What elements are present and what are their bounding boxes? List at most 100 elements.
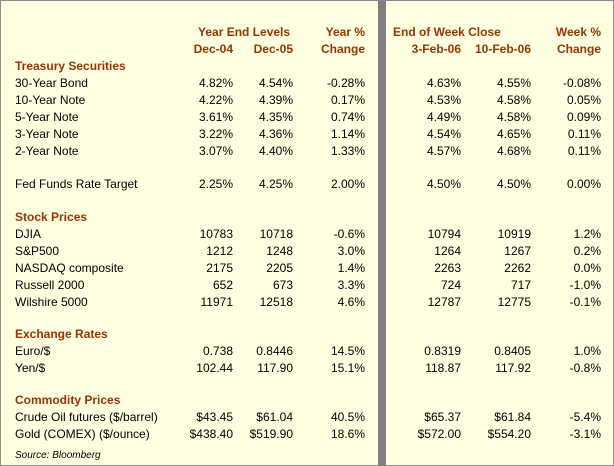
cell-feb03: 118.87 — [425, 361, 461, 375]
cell-week-change: 1.2% — [573, 227, 601, 241]
cell-week-change: -1.0% — [569, 278, 601, 292]
cell-week-change: -5.4% — [569, 410, 601, 424]
cell-feb10: 2262 — [504, 261, 531, 275]
cell-feb10: 4.55% — [496, 76, 531, 90]
cell-year-change: 14.5% — [330, 344, 365, 358]
cell-dec05: 4.40% — [258, 144, 293, 158]
row-label: 2-Year Note — [15, 144, 79, 158]
cell-dec05: 4.39% — [258, 93, 293, 107]
cell-year-change: 1.14% — [330, 127, 365, 141]
cell-year-change: 0.17% — [330, 93, 365, 107]
cell-feb03: $572.00 — [417, 427, 461, 441]
cell-dec04: 2.25% — [198, 177, 233, 191]
cell-feb03: 2263 — [434, 261, 461, 275]
cell-year-change: 0.74% — [330, 110, 365, 124]
cell-dec05: 10718 — [259, 227, 293, 241]
cell-year-change: -0.6% — [333, 227, 365, 241]
cell-year-change: 4.6% — [337, 295, 365, 309]
row-label: 30-Year Bond — [15, 76, 88, 90]
cell-dec05: 4.36% — [258, 127, 293, 141]
source-note: Source: Bloomberg — [15, 450, 101, 461]
row-label: Gold (COMEX) ($/ounce) — [15, 427, 150, 441]
cell-feb03: 1264 — [434, 244, 461, 258]
cell-feb03: 4.50% — [426, 177, 461, 191]
row-label: 10-Year Note — [15, 93, 86, 107]
cell-feb10: 1267 — [504, 244, 531, 258]
row-label: Yen/$ — [15, 361, 46, 375]
cell-feb03: 4.63% — [426, 76, 461, 90]
cell-feb03: $65.37 — [424, 410, 461, 424]
cell-feb10: 4.50% — [496, 177, 531, 191]
cell-feb03: 12787 — [427, 295, 461, 309]
header-feb10: 10-Feb-06 — [474, 42, 531, 56]
row-label: Russell 2000 — [15, 278, 85, 292]
cell-dec04: 1212 — [206, 244, 233, 258]
cell-week-change: 0.2% — [573, 244, 601, 258]
cell-week-change: -0.1% — [569, 295, 601, 309]
cell-dec04: $43.45 — [196, 410, 233, 424]
cell-dec05: 0.8446 — [256, 344, 293, 358]
cell-year-change: 2.00% — [330, 177, 365, 191]
section-title-exchange-rates: Exchange Rates — [15, 327, 108, 341]
cell-dec05: 4.54% — [258, 76, 293, 90]
cell-feb10: 0.8405 — [494, 344, 531, 358]
cell-week-change: 0.09% — [566, 110, 601, 124]
cell-week-change: 0.11% — [567, 127, 601, 141]
cell-dec04: 0.738 — [202, 344, 233, 358]
cell-dec04: 2175 — [206, 261, 233, 275]
cell-dec05: $61.04 — [256, 410, 293, 424]
cell-year-change: 1.4% — [337, 261, 365, 275]
cell-year-change: -0.28% — [326, 76, 365, 90]
row-label: Wilshire 5000 — [15, 295, 88, 309]
cell-year-change: 18.6% — [330, 427, 365, 441]
cell-feb03: 4.54% — [426, 127, 461, 141]
cell-feb10: 4.65% — [496, 127, 531, 141]
cell-feb03: 4.53% — [426, 93, 461, 107]
header-week-change: Change — [556, 42, 601, 56]
cell-dec05: $519.90 — [249, 427, 293, 441]
column-divider — [378, 1, 386, 465]
cell-feb10: 10919 — [497, 227, 531, 241]
section-title-stock-prices: Stock Prices — [15, 210, 88, 224]
cell-feb10: $61.84 — [494, 410, 531, 424]
cell-year-change: 3.3% — [337, 278, 365, 292]
cell-feb03: 0.8319 — [424, 344, 461, 358]
cell-week-change: -3.1% — [569, 427, 601, 441]
cell-feb10: 4.68% — [496, 144, 531, 158]
cell-week-change: 0.0% — [573, 261, 601, 275]
cell-dec05: 2205 — [266, 261, 293, 275]
cell-dec05: 4.25% — [258, 177, 293, 191]
cell-feb10: 117.92 — [495, 361, 531, 375]
cell-dec04: 11971 — [200, 295, 233, 309]
header-year-change: Change — [320, 42, 365, 56]
header-year-end-levels: Year End Levels — [198, 25, 291, 39]
cell-dec04: 4.82% — [198, 76, 233, 90]
header-dec05: Dec-05 — [253, 42, 293, 56]
row-label: DJIA — [15, 227, 42, 241]
cell-dec05: 673 — [272, 278, 293, 292]
cell-week-change: -0.8% — [569, 361, 601, 375]
cell-year-change: 3.0% — [337, 244, 365, 258]
header-dec04: Dec-04 — [193, 42, 233, 56]
header-year-pct: Year % — [325, 25, 365, 39]
cell-week-change: 0.11% — [567, 144, 601, 158]
header-end-of-week-close: End of Week Close — [393, 25, 501, 39]
section-title-treasury: Treasury Securities — [15, 59, 126, 73]
cell-feb03: 4.57% — [426, 144, 461, 158]
cell-dec04: 4.22% — [198, 93, 233, 107]
row-label: Fed Funds Rate Target — [15, 177, 138, 191]
section-title-commodity-prices: Commodity Prices — [15, 393, 121, 407]
row-label: 3-Year Note — [15, 127, 79, 141]
cell-week-change: 1.0% — [573, 344, 601, 358]
header-feb03: 3-Feb-06 — [411, 42, 461, 56]
row-label: S&P500 — [15, 244, 60, 258]
cell-dec04: 3.07% — [198, 144, 233, 158]
cell-feb10: 12775 — [497, 295, 531, 309]
cell-year-change: 40.5% — [330, 410, 365, 424]
cell-feb10: 717 — [510, 278, 531, 292]
cell-dec05: 4.35% — [258, 110, 293, 124]
cell-feb10: 4.58% — [496, 93, 531, 107]
cell-dec05: 1248 — [266, 244, 293, 258]
cell-dec04: 10783 — [199, 227, 233, 241]
